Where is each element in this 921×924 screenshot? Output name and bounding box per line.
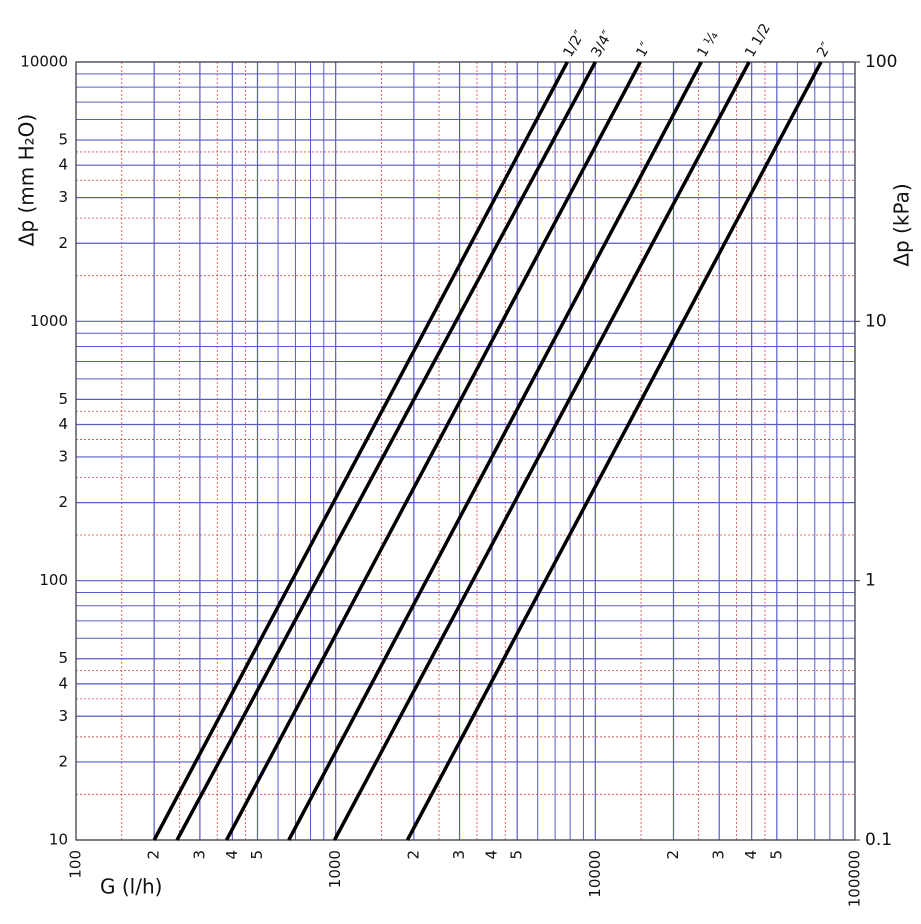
series-label: 3/4″ (588, 28, 616, 60)
y-tick-label: 2 (58, 752, 68, 770)
y2-tick-label: 0.1 (865, 830, 892, 850)
x-tick-label: 3 (190, 850, 208, 860)
y-tick-label: 4 (58, 415, 68, 433)
series-line (225, 61, 642, 841)
y-tick-label: 100 (39, 571, 68, 589)
series-line (175, 61, 597, 841)
x-tick-label: 10000 (586, 850, 604, 898)
x-tick-label: 3 (710, 850, 728, 860)
series-line (287, 61, 703, 841)
x-axis-title: G (l/h) (100, 875, 162, 899)
x-tick-label: 4 (223, 850, 241, 860)
series-label: 1/2″ (560, 28, 588, 60)
x-tick-label: 2 (145, 850, 163, 860)
y2-tick-label: 10 (865, 311, 887, 331)
y-tick-label: 10 (49, 831, 68, 849)
y-tick-label: 4 (58, 156, 68, 174)
y2-tick-label: 100 (865, 52, 897, 72)
y-tick-label: 2 (58, 493, 68, 511)
x-tick-label: 1000 (326, 850, 344, 888)
x-tick-label: 5 (767, 850, 785, 860)
series-label: 1″ (633, 40, 654, 60)
series-label: 1 1/2 (742, 21, 774, 60)
y-tick-label: 4 (58, 674, 68, 692)
y-tick-label: 2 (58, 234, 68, 252)
y-tick-label: 1000 (30, 312, 68, 330)
series-label: 2″ (814, 40, 835, 60)
y2-axis-title: Δp (kPa) (890, 183, 914, 266)
x-tick-label: 2 (664, 850, 682, 860)
x-tick-label: 2 (404, 850, 422, 860)
x-tick-label: 3 (450, 850, 468, 860)
x-tick-label: 100 (67, 850, 85, 879)
x-tick-label: 4 (483, 850, 501, 860)
plot-frame (75, 61, 856, 841)
y-tick-label: 3 (58, 447, 68, 465)
y-tick-label: 5 (58, 131, 68, 149)
series-line (332, 61, 751, 841)
y-tick-label: 5 (58, 390, 68, 408)
x-tick-label: 100000 (846, 850, 864, 907)
series-line (405, 61, 823, 841)
y-tick-label: 3 (58, 188, 68, 206)
y-tick-label: 10000 (20, 53, 68, 71)
x-tick-label: 4 (742, 850, 760, 860)
x-tick-label: 5 (248, 850, 266, 860)
y-axis-title: Δp (mm H₂O) (15, 114, 39, 246)
series-line (152, 61, 569, 841)
y-tick-label: 3 (58, 707, 68, 725)
y2-tick-label: 1 (865, 571, 876, 591)
x-tick-label: 5 (508, 850, 526, 860)
y-tick-label: 5 (58, 649, 68, 667)
series-label: 1 ¼ (694, 28, 722, 60)
